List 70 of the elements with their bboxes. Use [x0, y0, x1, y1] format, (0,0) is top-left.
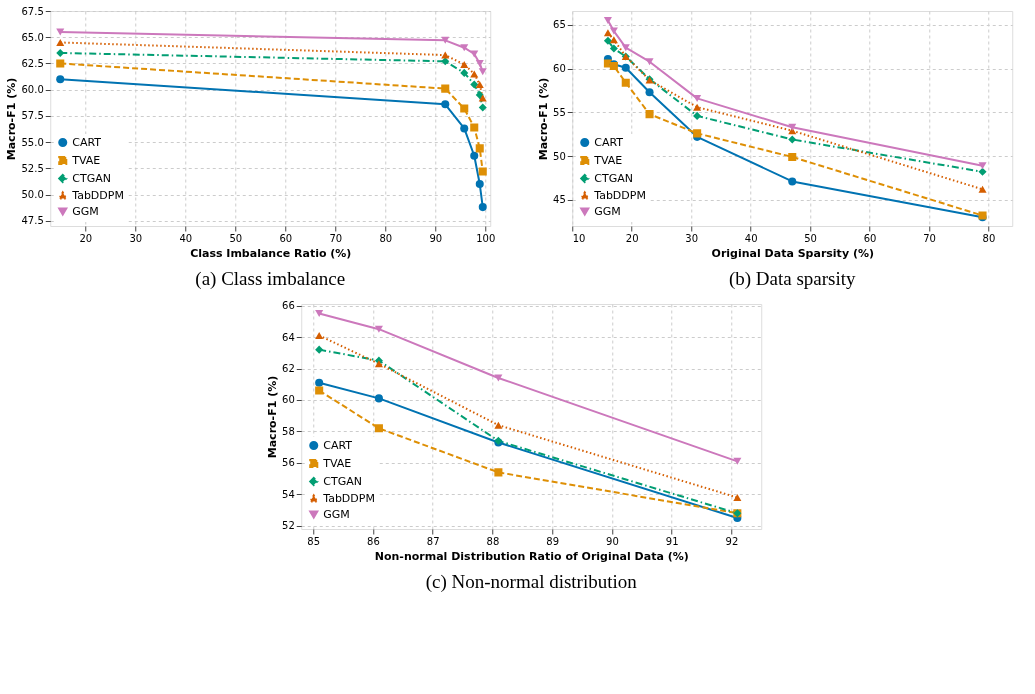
y-tick-label: 60.0 — [21, 84, 44, 96]
legend-label: CART — [323, 438, 353, 452]
legend-label: CART — [594, 135, 624, 149]
x-tick-label: 50 — [229, 232, 243, 244]
x-tick-label: 60 — [863, 232, 877, 244]
y-tick-label: 52 — [282, 520, 295, 532]
legend-label: TVAE — [71, 153, 101, 167]
y-tick-label: 64 — [282, 331, 295, 343]
x-tick-label: 30 — [685, 232, 699, 244]
y-tick-label: 65 — [553, 19, 566, 31]
x-tick-label: 89 — [546, 535, 560, 547]
y-tick-label: 55.0 — [21, 136, 44, 148]
y-tick-label: 60 — [282, 394, 295, 406]
text: (b) Data sparsity — [728, 268, 857, 290]
x-tick-label: 40 — [744, 232, 758, 244]
x-tick-label: 90 — [429, 232, 443, 244]
legend-label: CTGAN — [72, 171, 111, 185]
x-axis-title: Non-normal Distribution Ratio of Original Data (%) — [374, 549, 689, 563]
text: (c) Non-normal distribution — [425, 571, 638, 593]
y-axis-title: Macro-F1 (%) — [266, 375, 280, 459]
x-tick-label: 88 — [486, 535, 500, 547]
y-tick-label: 65.0 — [21, 31, 44, 43]
x-tick-label: 91 — [665, 535, 679, 547]
legend-label: CART — [72, 135, 102, 149]
legend-label: CTGAN — [594, 171, 633, 185]
y-tick-label: 57.5 — [21, 110, 44, 122]
y-axis-title: Macro-F1 (%) — [537, 77, 551, 161]
x-tick-label: 100 — [476, 232, 496, 244]
legend-label: TabDDPM — [71, 188, 124, 202]
y-tick-label: 56 — [282, 457, 295, 469]
legend-label: GGM — [594, 204, 621, 218]
x-axis-title: Class Imbalance Ratio (%) — [190, 246, 352, 260]
x-tick-label: 50 — [804, 232, 817, 244]
legend-label: TVAE — [593, 153, 623, 167]
x-tick-label: 80 — [982, 232, 996, 244]
y-tick-label: 67.5 — [21, 5, 44, 17]
y-tick-label: 52.5 — [21, 162, 44, 174]
x-tick-label: 92 — [725, 535, 739, 547]
y-tick-label: 55 — [553, 106, 566, 118]
y-axis-title: Macro-F1 (%) — [5, 77, 19, 161]
x-tick-label: 10 — [572, 232, 586, 244]
y-tick-label: 50.0 — [21, 189, 44, 201]
x-tick-label: 70 — [329, 232, 343, 244]
x-tick-label: 40 — [179, 232, 193, 244]
y-tick-label: 62 — [282, 363, 295, 375]
x-tick-label: 85 — [307, 535, 321, 547]
y-tick-label: 50 — [553, 150, 566, 162]
x-tick-label: 20 — [79, 232, 93, 244]
legend-label: GGM — [323, 507, 350, 521]
y-tick-label: 54 — [282, 488, 295, 500]
legend-label: CTGAN — [323, 474, 362, 488]
y-tick-label: 47.5 — [21, 215, 44, 227]
legend-label: TVAE — [322, 456, 352, 470]
legend-label: TabDDPM — [593, 188, 646, 202]
legend-label: GGM — [72, 204, 99, 218]
y-tick-label: 45 — [553, 194, 566, 206]
x-axis-title: Original Data Sparsity (%) — [711, 246, 874, 260]
x-tick-label: 80 — [379, 232, 393, 244]
text: (a) Class imbalance — [195, 268, 346, 290]
x-tick-label: 90 — [606, 535, 619, 547]
x-tick-label: 20 — [625, 232, 639, 244]
x-tick-label: 86 — [367, 535, 380, 547]
y-tick-label: 60 — [553, 63, 566, 75]
y-tick-label: 58 — [282, 425, 295, 437]
x-tick-label: 87 — [426, 535, 440, 547]
y-tick-label: 66 — [282, 300, 295, 312]
x-tick-label: 30 — [129, 232, 143, 244]
x-tick-label: 70 — [923, 232, 936, 244]
y-tick-label: 62.5 — [21, 57, 44, 69]
legend-label: TabDDPM — [322, 491, 375, 505]
